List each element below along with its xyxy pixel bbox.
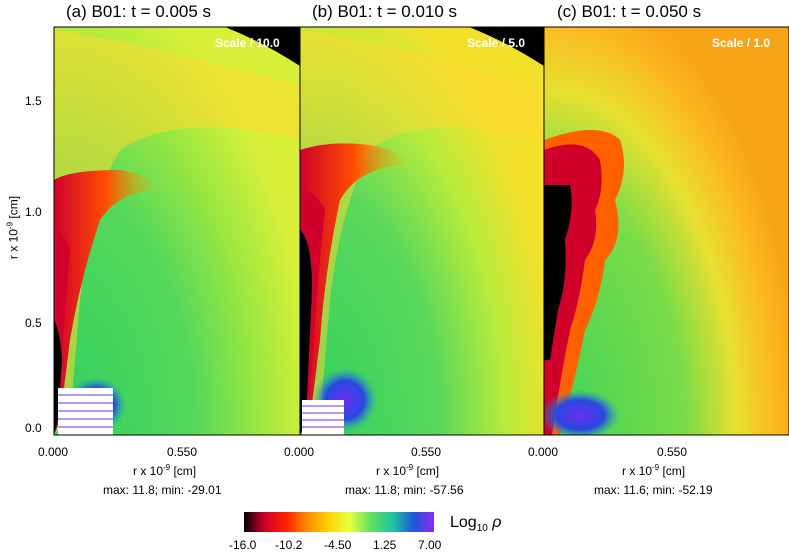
colorbar-tick-2: -4.50: [324, 538, 352, 552]
y-tick-3: 1.5: [25, 94, 42, 108]
panel-a-title: (a) B01: t = 0.005 s: [66, 2, 212, 21]
panel-b-x-label: r x 10-9 [cm]: [376, 463, 440, 478]
panel-b-x-tick-1: 0.550: [411, 445, 442, 459]
y-tick-0: 0.0: [25, 421, 42, 435]
panel-c-scale: Scale / 1.0: [712, 36, 771, 50]
panel-a-stats: max: 11.8; min: -29.01: [103, 483, 222, 497]
panel-c-x-label: r x 10-9 [cm]: [622, 463, 686, 478]
panel-a-x-label: r x 10-9 [cm]: [133, 463, 197, 478]
panel-b-stats: max: 11.8; min: -57.56: [345, 483, 464, 497]
colorbar-label: Log10 ρ: [450, 514, 502, 535]
panel-c-heatmap: [544, 27, 789, 435]
colorbar-tick-3: 1.25: [373, 538, 397, 552]
panel-a-heatmap: [54, 27, 300, 435]
panel-c-title: (c) B01: t = 0.050 s: [557, 2, 702, 21]
panel-a-x-tick-1: 0.550: [167, 445, 198, 459]
panel-b-scale: Scale / 5.0: [467, 36, 526, 50]
y-tick-1: 0.5: [25, 316, 42, 330]
colorbar-tick-0: -16.0: [229, 538, 257, 552]
y-tick-2: 1.0: [25, 205, 42, 219]
panel-c-x-tick-1: 0.550: [657, 445, 688, 459]
colorbar: [244, 512, 434, 532]
panel-c-frame: [543, 26, 789, 436]
panel-c-stats: max: 11.6; min: -52.19: [594, 483, 713, 497]
panel-c-x-tick-0: 0.000: [528, 445, 559, 459]
panel-a-x-tick-0: 0.000: [38, 445, 69, 459]
colorbar-tick-4: 7.00: [418, 538, 442, 552]
panel-b-title: (b) B01: t = 0.010 s: [312, 2, 458, 21]
colorbar-tick-1: -10.2: [275, 538, 303, 552]
panel-b-heatmap: [300, 27, 544, 435]
panel-a-scale: Scale / 10.0: [215, 36, 280, 50]
panel-b-x-tick-0: 0.000: [284, 445, 315, 459]
